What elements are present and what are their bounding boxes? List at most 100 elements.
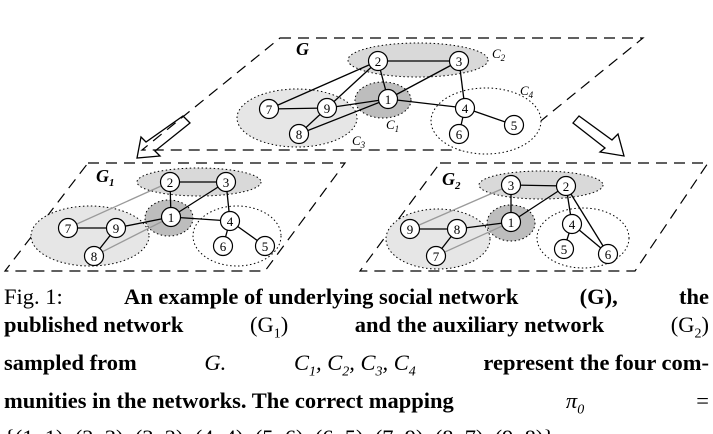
node-9: 9 <box>316 97 338 119</box>
edge-8-1 <box>93 216 172 257</box>
edge-7-1 <box>435 221 512 257</box>
graph-label-g2: G2 <box>442 169 461 192</box>
edge-1-3 <box>170 181 227 218</box>
node-label: 3 <box>223 175 230 190</box>
node-label: 5 <box>561 242 568 257</box>
node-circle <box>425 245 447 267</box>
arrow-left-icon <box>136 115 191 159</box>
node-circle <box>57 217 79 239</box>
edge-2-7 <box>268 60 379 110</box>
node-8: 8 <box>446 218 468 240</box>
edge-9-1 <box>326 98 389 109</box>
node-circle <box>500 211 522 233</box>
edge-1-4 <box>387 98 466 109</box>
graph-label-g: G <box>296 39 309 59</box>
node-circle <box>553 238 575 260</box>
node-2: 2 <box>367 50 389 72</box>
node-circle <box>367 50 389 72</box>
caption-line-4: munities in the networks. The correct ma… <box>4 387 709 418</box>
node-1: 1 <box>377 88 399 110</box>
node-9: 9 <box>399 218 421 240</box>
node-circle <box>448 123 470 145</box>
node-circle <box>160 206 182 228</box>
node-label: 3 <box>508 178 515 193</box>
node-label: 8 <box>296 127 303 142</box>
community-label-c4: C4 <box>520 83 534 100</box>
node-label: 4 <box>569 217 576 232</box>
node-9: 9 <box>105 217 127 239</box>
node-8: 8 <box>288 123 310 145</box>
caption-fig-number: Fig. 1: <box>4 284 63 309</box>
node-6: 6 <box>212 235 234 257</box>
node-label: 5 <box>262 239 269 254</box>
node-2: 2 <box>555 175 577 197</box>
caption-line-2: published network (G1) and the auxiliary… <box>4 312 709 342</box>
node-label: 9 <box>113 221 120 236</box>
community-label-c2: C2 <box>492 46 506 63</box>
node-circle <box>254 235 276 257</box>
node-label: 8 <box>454 222 461 237</box>
node-circle <box>83 245 105 267</box>
node-circle <box>454 97 476 119</box>
node-label: 1 <box>168 210 175 225</box>
community-label-c3: C3 <box>352 133 366 150</box>
node-circle <box>215 171 237 193</box>
node-7: 7 <box>258 98 280 120</box>
node-circle <box>105 217 127 239</box>
node-1: 1 <box>500 211 522 233</box>
node-circle <box>448 50 470 72</box>
graph-g1: 2 3 1 7 9 8 4 6 5 G1 <box>3 162 347 272</box>
node-circle <box>219 210 241 232</box>
node-label: 6 <box>220 239 227 254</box>
nodes-g: 2 3 1 7 9 8 4 6 5 <box>258 50 525 145</box>
node-circle <box>503 114 525 136</box>
node-label: 6 <box>456 127 463 142</box>
node-circle <box>561 213 583 235</box>
caption-mapping: {(1, 1), (2, 3), (3, 2), (4, 4), (5, 6),… <box>4 424 560 434</box>
node-5: 5 <box>254 235 276 257</box>
node-8: 8 <box>83 245 105 267</box>
node-circle <box>212 235 234 257</box>
node-label: 2 <box>167 175 174 190</box>
plane-g1 <box>3 162 347 272</box>
node-circle <box>399 218 421 240</box>
network-figure: 2 3 1 7 9 8 4 6 5 G C2 C4 C1 C3 2 3 1 7 … <box>3 37 710 272</box>
node-label: 9 <box>407 222 414 237</box>
node-2: 2 <box>159 171 181 193</box>
node-label: 9 <box>324 101 331 116</box>
node-label: 4 <box>462 101 469 116</box>
caption-line-1: Fig. 1: An example of underlying social … <box>4 283 709 311</box>
node-circle <box>377 88 399 110</box>
figure-caption: Fig. 1: An example of underlying social … <box>4 283 709 434</box>
node-4: 4 <box>561 213 583 235</box>
node-1: 1 <box>160 206 182 228</box>
edge-8-1 <box>298 98 389 135</box>
node-circle <box>258 98 280 120</box>
node-label: 4 <box>227 214 234 229</box>
node-label: 7 <box>65 221 72 236</box>
node-7: 7 <box>425 245 447 267</box>
node-7: 7 <box>57 217 79 239</box>
caption-line-5: {(1, 1), (2, 3), (3, 2), (4, 4), (5, 6),… <box>4 424 709 434</box>
nodes-g1: 2 3 1 7 9 8 4 6 5 <box>57 171 276 267</box>
node-4: 4 <box>454 97 476 119</box>
node-4: 4 <box>219 210 241 232</box>
plane-g2 <box>358 162 710 272</box>
graph-label-g1: G1 <box>96 166 115 189</box>
caption-line-3: sampled from G. C1, C2, C3, C4 represent… <box>4 349 709 380</box>
node-circle <box>316 97 338 119</box>
node-label: 5 <box>511 118 518 133</box>
edge-7-2 <box>67 181 171 229</box>
nodes-g2: 3 2 1 9 8 7 4 5 6 <box>399 174 619 267</box>
node-label: 8 <box>91 249 98 264</box>
node-circle <box>159 171 181 193</box>
node-circle <box>555 175 577 197</box>
node-label: 6 <box>605 247 612 262</box>
node-label: 7 <box>266 102 273 117</box>
node-3: 3 <box>448 50 470 72</box>
node-circle <box>446 218 468 240</box>
node-label: 7 <box>433 249 440 264</box>
edge-1-2 <box>510 185 567 223</box>
node-circle <box>288 123 310 145</box>
